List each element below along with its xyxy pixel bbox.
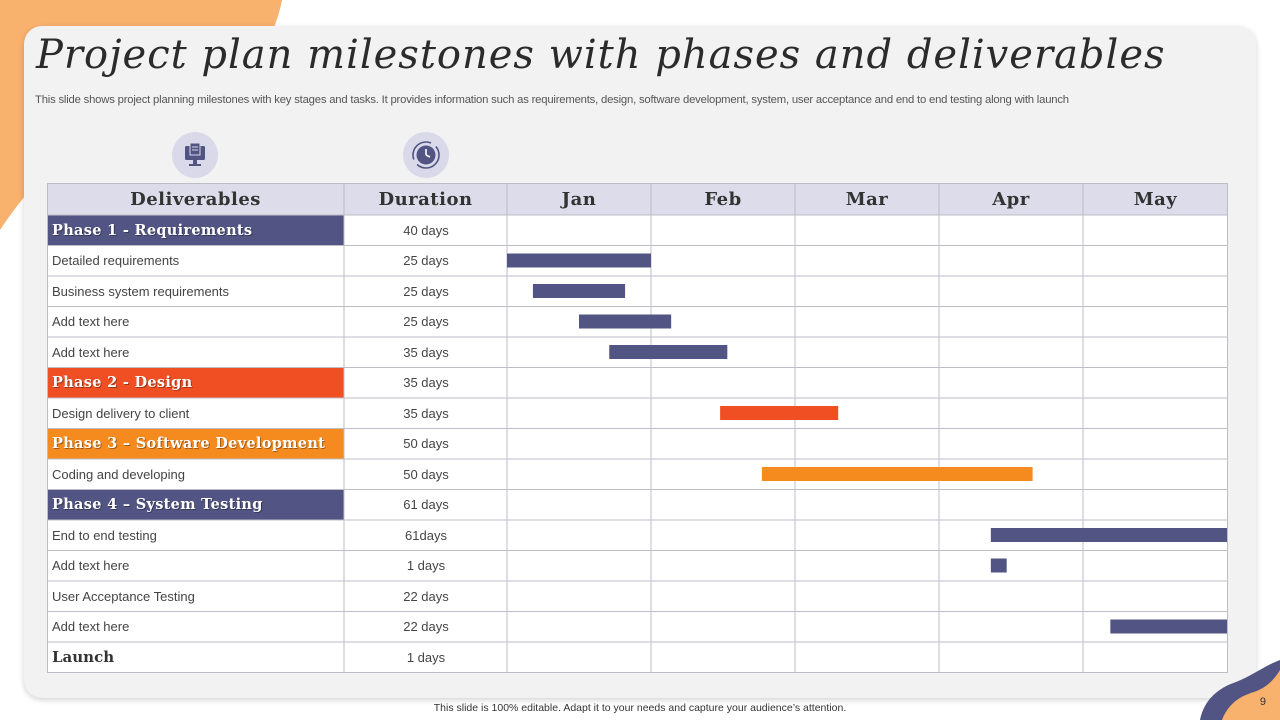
phase-label-background bbox=[47, 215, 344, 246]
phase-label: Phase 2 - Design bbox=[52, 374, 193, 392]
column-header-deliverables: Deliverables bbox=[130, 188, 261, 210]
deliverable-label: Detailed requirements bbox=[52, 253, 180, 269]
monitor-document-icon bbox=[172, 132, 218, 178]
column-header-mar: Mar bbox=[845, 188, 889, 210]
gantt-chart: Deliverables Duration Jan Feb Mar Apr May Phas… bbox=[47, 183, 1228, 673]
duration-cell: 61 days bbox=[403, 497, 449, 513]
phase-label: Phase 4 – System Testing bbox=[52, 496, 263, 514]
duration-cell: 35 days bbox=[403, 375, 449, 391]
gantt-bar bbox=[761, 467, 1033, 481]
phase-label: Phase 3 – Software Development bbox=[52, 435, 326, 453]
duration-cell: 25 days bbox=[403, 314, 449, 330]
gantt-grid bbox=[47, 183, 1228, 673]
deliverable-label: Design delivery to client bbox=[52, 405, 190, 421]
deliverable-label: Business system requirements bbox=[52, 283, 230, 299]
duration-cell: 25 days bbox=[403, 253, 449, 269]
slide-footer: This slide is 100% editable. Adapt it to… bbox=[433, 702, 847, 714]
phase-label-background bbox=[47, 428, 344, 459]
duration-cell: 25 days bbox=[403, 283, 449, 299]
deliverable-label: End to end testing bbox=[52, 527, 157, 543]
phase-label: Phase 1 - Requirements bbox=[52, 221, 253, 239]
decorative-blob-bottom-right bbox=[1200, 660, 1280, 720]
duration-cell: 50 days bbox=[403, 436, 449, 452]
duration-cell: 35 days bbox=[403, 344, 449, 360]
phase-label-background bbox=[47, 489, 344, 520]
column-header-duration: Duration bbox=[378, 188, 473, 210]
slide-subtitle: This slide shows project planning milest… bbox=[35, 94, 1069, 106]
deliverable-label: Add text here bbox=[52, 344, 130, 360]
column-header-jan: Jan bbox=[561, 188, 597, 210]
duration-cell: 61days bbox=[405, 527, 447, 543]
column-header-may: May bbox=[1133, 188, 1178, 210]
phase-label-background bbox=[47, 367, 344, 398]
gantt-bar bbox=[990, 528, 1227, 542]
gantt-bar bbox=[990, 558, 1007, 573]
duration-cell: 50 days bbox=[403, 466, 449, 482]
clock-cycle-icon bbox=[403, 132, 449, 178]
gantt-bar bbox=[609, 345, 728, 359]
duration-cell: 22 days bbox=[403, 588, 449, 604]
gantt-bar bbox=[720, 406, 839, 420]
duration-cell: 22 days bbox=[403, 619, 449, 635]
deliverable-label: Add text here bbox=[52, 558, 130, 574]
page-number: 9 bbox=[1259, 696, 1266, 708]
deliverable-label: Coding and developing bbox=[52, 466, 185, 482]
header-background bbox=[47, 183, 1228, 215]
column-header-feb: Feb bbox=[704, 188, 742, 210]
duration-cell: 1 days bbox=[406, 649, 446, 665]
deliverable-label: User Acceptance Testing bbox=[52, 588, 195, 604]
duration-cell: 1 days bbox=[406, 558, 446, 574]
slide-title: Project plan milestones with phases and … bbox=[36, 32, 1166, 78]
deliverable-label: Add text here bbox=[52, 619, 130, 635]
deliverable-label: Add text here bbox=[52, 314, 130, 330]
gantt-bar bbox=[532, 284, 626, 298]
deliverable-label: Launch bbox=[52, 648, 115, 667]
duration-cell: 40 days bbox=[403, 222, 449, 238]
gantt-bar bbox=[579, 314, 672, 329]
gantt-bar bbox=[507, 253, 651, 268]
duration-cell: 35 days bbox=[403, 405, 449, 421]
gantt-bar bbox=[1110, 619, 1227, 634]
column-header-apr: Apr bbox=[992, 188, 1030, 210]
